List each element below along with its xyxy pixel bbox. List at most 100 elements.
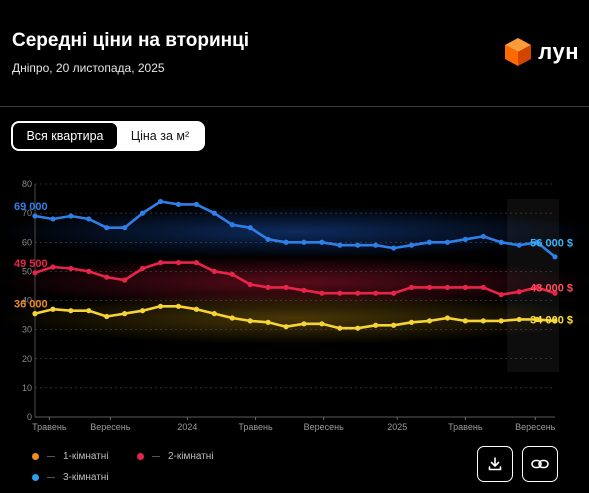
data-point [337,242,343,248]
data-point [265,319,271,325]
data-point [301,321,307,327]
data-point [319,321,325,327]
data-point [68,308,74,314]
data-point [444,284,451,290]
copy-link-button[interactable] [522,446,558,482]
data-point [265,284,271,290]
data-point [373,242,379,248]
data-point [229,315,235,321]
tab-whole-apartment[interactable]: Вся квартира [13,123,117,149]
tab-price-per-m2[interactable]: Ціна за м² [130,129,190,143]
data-point [157,303,164,309]
data-point [193,306,199,312]
data-point [175,201,182,207]
data-point [122,225,128,231]
y-tick-label: 60 [22,237,32,247]
data-point [211,268,217,274]
data-point [498,292,504,298]
series-glow [0,205,589,258]
data-point [50,306,56,312]
y-tick-label: 10 [22,383,32,393]
y-tick-label: 30 [22,325,32,335]
data-point [552,290,558,296]
legend-line [152,456,160,457]
data-point [426,239,433,245]
series-line [34,305,556,330]
data-point [408,284,415,290]
data-point [86,268,92,274]
series-end-label: 43 000 $ [530,282,573,294]
data-point [516,242,522,248]
forecast-band [507,199,559,372]
data-point [552,254,558,260]
data-point [462,318,468,324]
x-tick-label: Травень [238,422,273,432]
series-glow [0,292,589,345]
series-end-label: 56 000 $ [530,237,573,249]
data-point [426,318,433,324]
data-point [355,242,361,248]
data-point [534,316,540,323]
series-start-label: 36 000 [14,299,48,311]
data-point [193,201,199,207]
data-point [498,239,504,245]
data-point [391,290,397,296]
y-tick-label: 20 [22,354,32,364]
data-point [211,311,217,317]
series-line [34,200,556,258]
y-tick-label: 40 [22,296,32,306]
data-point [337,290,343,296]
data-point [32,270,38,276]
data-point [229,271,235,277]
data-point [86,216,92,222]
data-point [462,236,468,242]
data-point [68,265,74,272]
brand-logo[interactable]: лун [504,37,579,67]
data-point [247,225,253,231]
data-point [498,318,504,324]
link-icon [531,459,549,469]
series-end-label: 34 000 $ [530,314,573,326]
page-title: Середні ціни на вторинці [12,30,250,51]
series-start-label: 69 000 [14,201,48,213]
data-point [50,264,56,270]
price-line-chart: 0 10 20 30 40 50 60 70 80 Травень Вересень 2024 Тра… [0,179,589,432]
data-point [193,260,199,266]
x-tick-label: 2024 [177,422,197,432]
data-point [175,303,182,309]
brand-name: лун [538,39,579,64]
data-point [139,210,146,216]
legend-item-3-room: 3-кімнатні [32,472,109,483]
data-point [319,290,325,296]
download-icon [488,457,502,471]
data-point [122,311,128,317]
data-point [50,216,56,222]
data-point [229,222,235,228]
data-point [283,239,289,245]
data-point [86,308,92,314]
data-point [283,284,289,290]
legend-label: 1-кімнатні [63,451,109,462]
page-subtitle: Дніпро, 20 листопада, 2025 [12,61,165,75]
x-tick-label: Вересень [515,422,555,432]
data-point [32,213,38,219]
data-point [408,319,415,325]
data-point [373,290,379,296]
data-point [211,210,217,216]
data-point [444,315,451,321]
legend-item-2-room: 2-кімнатні [137,451,214,462]
download-button[interactable] [477,446,513,482]
legend-item-1-room: 1-кімнатні [32,451,109,462]
series-line [34,261,556,296]
data-point [157,198,164,205]
data-point [391,322,397,328]
data-point [391,245,397,251]
data-point [408,242,415,248]
data-point [426,284,433,290]
x-tick-label: Травень [448,422,483,432]
data-point [175,260,182,266]
data-point [480,284,486,290]
data-point [122,277,128,283]
y-tick-label: 80 [22,179,32,189]
data-point [265,236,271,242]
